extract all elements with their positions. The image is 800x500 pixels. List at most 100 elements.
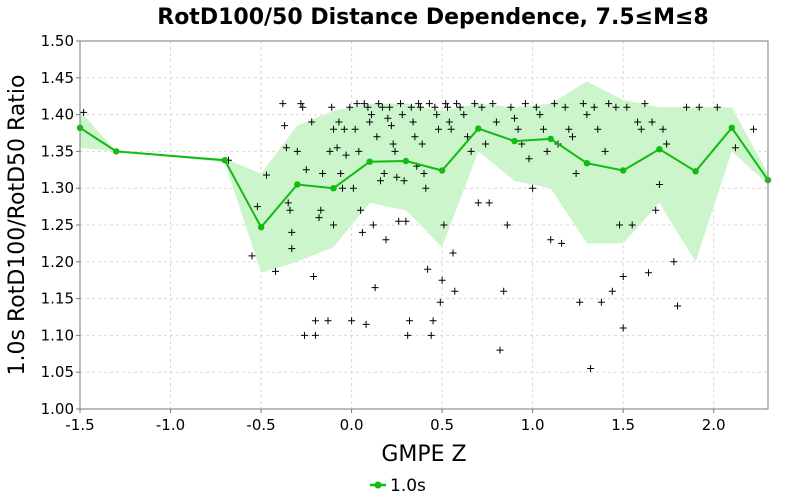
scatter-point [655, 181, 663, 188]
scatter-point [411, 133, 419, 141]
scatter-point [311, 317, 319, 325]
scatter-point [683, 103, 690, 111]
scatter-point [750, 125, 757, 133]
scatter-point [536, 111, 544, 119]
scatter-point [496, 346, 504, 354]
series-point-1s [620, 167, 627, 174]
legend-label-1s: 1.0s [390, 476, 426, 496]
series-point-1s [583, 160, 591, 167]
scatter-point [348, 317, 356, 325]
scatter-point [378, 103, 386, 111]
scatter-point [360, 100, 368, 108]
scatter-point [616, 221, 623, 229]
scatter-point [433, 111, 441, 119]
scatter-point [353, 100, 361, 108]
scatter-point [489, 100, 497, 108]
scatter-point [637, 125, 645, 133]
scatter-point [444, 103, 451, 111]
scatter-point [409, 118, 417, 126]
scatter-point [415, 100, 423, 108]
scatter-point [485, 199, 493, 207]
scatter-point [326, 147, 334, 155]
series-point-1s [547, 135, 554, 143]
scatter-point [386, 103, 394, 111]
scatter-point [330, 221, 337, 229]
scatter-point [248, 252, 256, 260]
scatter-point [351, 125, 359, 133]
scatter-point [597, 298, 605, 306]
legend: 1.0s [370, 476, 426, 496]
series-point-1s [330, 185, 337, 192]
y-tick-label: 1.35 [41, 142, 74, 160]
scatter-point [529, 184, 537, 192]
scatter-point [670, 258, 678, 266]
scatter-point [427, 331, 435, 339]
scatter-point [406, 317, 413, 325]
scatter-point [340, 125, 348, 133]
x-tick-label: 0.5 [430, 416, 454, 434]
scatter-point [369, 221, 377, 229]
series-point-1s [257, 224, 265, 231]
scatter-point [558, 239, 566, 247]
scatter-point [397, 100, 404, 108]
scatter-point [393, 173, 401, 181]
scatter-point [371, 284, 379, 292]
scatter-point [540, 125, 547, 133]
series-line-1s [79, 126, 769, 229]
scatter-point [436, 298, 444, 306]
scatter-point [357, 206, 365, 214]
scatter-point [301, 331, 308, 339]
scatter-point [467, 147, 475, 155]
scatter-point [569, 133, 576, 141]
x-tick-label: 1.0 [521, 416, 545, 434]
scatter-point [623, 103, 631, 111]
scatter-point [366, 118, 374, 126]
scatter-point [402, 217, 410, 225]
scatter-point [281, 122, 289, 130]
scatter-point [561, 103, 569, 111]
scatter-point [453, 100, 461, 108]
scatter-point [587, 365, 595, 372]
scatter-point [429, 317, 437, 325]
scatter-point [293, 147, 301, 155]
scatter-point [628, 221, 636, 229]
scatter-point [422, 184, 430, 192]
scatter-point [339, 184, 346, 192]
scatter-point [652, 206, 660, 214]
scatter-point [500, 287, 508, 295]
scatter-point [346, 103, 354, 111]
scatter-point [471, 100, 479, 108]
y-tick-label: 1.45 [41, 69, 74, 87]
series-point-1s [113, 148, 120, 155]
x-tick-label: -1.5 [65, 416, 94, 434]
scatter-point [279, 100, 287, 108]
scatter-point [464, 133, 471, 141]
scatter-point [424, 265, 432, 273]
scatter-point [438, 276, 446, 284]
scatter-point [407, 103, 415, 111]
series-point-1s [511, 137, 518, 145]
series-point-1s [728, 124, 735, 131]
scatter-point [648, 118, 656, 126]
scatter-point [518, 140, 526, 148]
scatter-point [324, 317, 332, 325]
scatter-point [532, 103, 540, 111]
x-tick-label: -1.0 [156, 416, 185, 434]
scatter-point [368, 111, 375, 119]
scatter-point [583, 111, 591, 119]
scatter-point [384, 114, 392, 122]
scatter-point [514, 125, 522, 133]
scatter-point [375, 100, 383, 108]
scatter-point [416, 103, 424, 111]
scatter-point [391, 147, 399, 155]
scatter-point [302, 166, 310, 174]
x-tick-label: -0.5 [246, 416, 275, 434]
y-tick-label: 1.30 [41, 179, 74, 197]
scatter-point [364, 103, 372, 111]
scatter-point [355, 147, 363, 155]
scatter-point [440, 221, 448, 229]
scatter-point [460, 111, 468, 119]
x-axis-label: GMPE Z [381, 442, 466, 467]
scatter-point [619, 324, 627, 332]
scatter-point [310, 273, 318, 280]
